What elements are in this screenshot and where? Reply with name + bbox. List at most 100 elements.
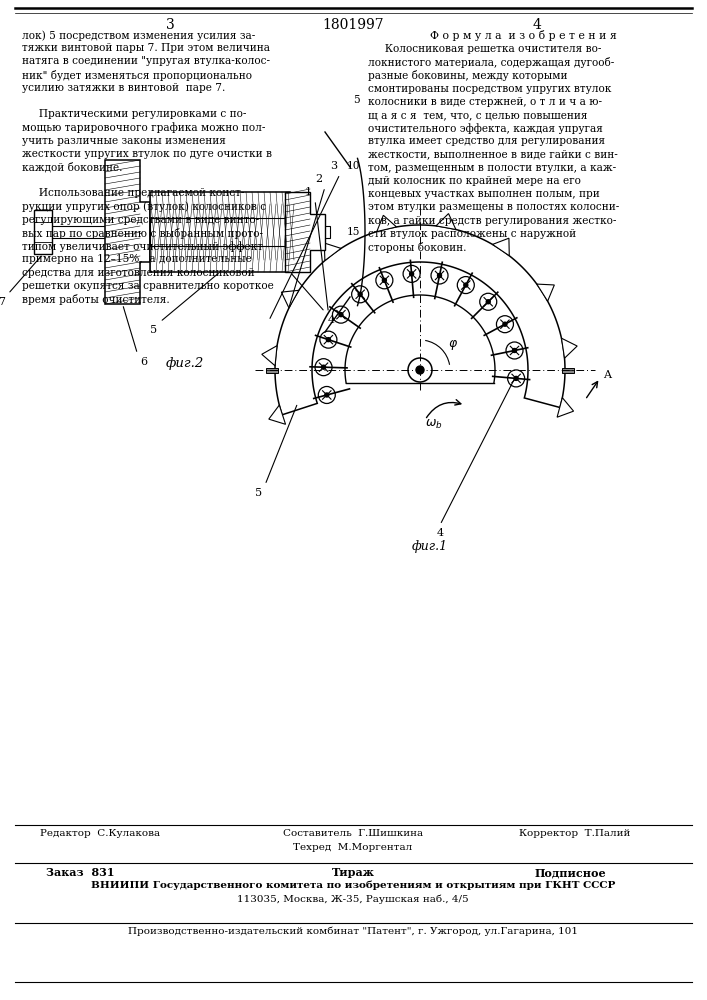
- Circle shape: [514, 376, 518, 380]
- Text: Производственно-издательский комбинат "Патент", г. Ужгород, ул.Гагарина, 101: Производственно-издательский комбинат "П…: [128, 927, 578, 936]
- Circle shape: [325, 393, 329, 397]
- Text: ВНИИПИ Государственного комитета по изобретениям и открытиям при ГКНТ СССР: ВНИИПИ Государственного комитета по изоб…: [90, 881, 615, 890]
- Text: том, размещенным в полости втулки, а каж-: том, размещенным в полости втулки, а каж…: [368, 163, 616, 173]
- Text: каждой боковине.: каждой боковине.: [22, 162, 122, 173]
- Text: лок) 5 посредством изменения усилия за-: лок) 5 посредством изменения усилия за-: [22, 30, 255, 41]
- Text: мощью тарировочного графика можно пол-: мощью тарировочного графика можно пол-: [22, 122, 265, 133]
- Text: фиг.2: фиг.2: [166, 357, 204, 370]
- Text: Заказ  831: Заказ 831: [46, 867, 115, 878]
- Text: Колосниковая решетка очистителя во-: Колосниковая решетка очистителя во-: [368, 44, 602, 54]
- Text: 1801997: 1801997: [322, 18, 384, 32]
- Text: $\omega_b$: $\omega_b$: [425, 418, 443, 431]
- Circle shape: [416, 366, 424, 374]
- Text: жесткости упругих втулок по дуге очистки в: жесткости упругих втулок по дуге очистки…: [22, 149, 272, 159]
- Text: 4: 4: [532, 18, 542, 32]
- Circle shape: [358, 292, 362, 296]
- Text: жесткости, выполненное в виде гайки с вин-: жесткости, выполненное в виде гайки с ви…: [368, 150, 618, 160]
- Text: натяга в соединении "упругая втулка-колос-: натяга в соединении "упругая втулка-коло…: [22, 56, 270, 66]
- Bar: [34, 210, 52, 254]
- Text: локнистого материала, содержащая дугооб-: локнистого материала, содержащая дугооб-: [368, 57, 614, 68]
- Circle shape: [409, 272, 414, 276]
- Polygon shape: [561, 338, 577, 358]
- Text: фиг.1: фиг.1: [412, 540, 448, 553]
- Text: 5: 5: [354, 95, 360, 105]
- Circle shape: [351, 286, 368, 303]
- Text: Техред  М.Моргентал: Техред М.Моргентал: [293, 843, 413, 852]
- Text: ков, а гайки средств регулирования жестко-: ков, а гайки средств регулирования жестк…: [368, 216, 617, 226]
- Text: $\varphi$: $\varphi$: [448, 338, 458, 352]
- Polygon shape: [105, 160, 150, 304]
- Text: 3: 3: [165, 18, 175, 32]
- Text: вых пар по сравнению с выбранным прото-: вых пар по сравнению с выбранным прото-: [22, 228, 263, 239]
- Text: 4: 4: [436, 528, 443, 538]
- Text: концевых участках выполнен полым, при: концевых участках выполнен полым, при: [368, 189, 600, 199]
- Circle shape: [318, 386, 335, 403]
- Polygon shape: [493, 238, 509, 256]
- Text: очистительного эффекта, каждая упругая: очистительного эффекта, каждая упругая: [368, 123, 603, 134]
- Text: примерно на 12–15%,  а дополнительные: примерно на 12–15%, а дополнительные: [22, 254, 252, 264]
- Text: 15: 15: [346, 227, 360, 237]
- Circle shape: [496, 316, 513, 333]
- Text: Составитель  Г.Шишкина: Составитель Г.Шишкина: [283, 829, 423, 838]
- Circle shape: [513, 348, 517, 352]
- Text: 2: 2: [315, 174, 322, 184]
- Polygon shape: [281, 290, 299, 308]
- Polygon shape: [285, 192, 325, 272]
- Text: типом увеличивает очистительный эффект: типом увеличивает очистительный эффект: [22, 241, 263, 252]
- Circle shape: [339, 313, 343, 317]
- Text: усилию затяжки в винтовой  паре 7.: усилию затяжки в винтовой паре 7.: [22, 83, 226, 93]
- Bar: [150, 218, 290, 246]
- Text: дый колосник по крайней мере на его: дый колосник по крайней мере на его: [368, 176, 581, 186]
- Text: 3: 3: [330, 161, 337, 171]
- Bar: [150, 192, 290, 272]
- Circle shape: [403, 265, 420, 282]
- Text: 6: 6: [141, 357, 148, 367]
- Text: разные боковины, между которыми: разные боковины, между которыми: [368, 70, 568, 81]
- Circle shape: [322, 365, 325, 369]
- Text: 10: 10: [346, 161, 360, 171]
- Text: 5: 5: [150, 325, 157, 335]
- Circle shape: [431, 267, 448, 284]
- Text: Практическими регулировками с по-: Практическими регулировками с по-: [22, 109, 246, 119]
- Circle shape: [408, 358, 432, 382]
- Text: 4: 4: [328, 315, 335, 325]
- Circle shape: [480, 293, 497, 310]
- Bar: [266, 367, 278, 372]
- Text: 7: 7: [0, 297, 5, 307]
- Text: Использование предлагаемой конст-: Использование предлагаемой конст-: [22, 188, 245, 198]
- Text: Редактор  С.Кулакова: Редактор С.Кулакова: [40, 829, 160, 838]
- Circle shape: [503, 322, 507, 326]
- Polygon shape: [436, 214, 456, 230]
- Text: Ф о р м у л а  и з о б р е т е н и я: Ф о р м у л а и з о б р е т е н и я: [430, 30, 617, 41]
- Text: 5: 5: [255, 488, 262, 498]
- Text: рукции упругих опор (втулок) колосников с: рукции упругих опор (втулок) колосников …: [22, 202, 266, 212]
- Circle shape: [486, 300, 490, 304]
- Text: 1: 1: [305, 187, 312, 197]
- Polygon shape: [262, 346, 277, 366]
- Circle shape: [508, 370, 525, 387]
- Text: этом втулки размещены в полостях колосни-: этом втулки размещены в полостях колосни…: [368, 202, 619, 212]
- Polygon shape: [537, 284, 554, 301]
- Text: Тираж: Тираж: [332, 867, 375, 878]
- Text: средства для изготовления колосниковой: средства для изготовления колосниковой: [22, 268, 255, 278]
- Text: решетки окупятся за сравнительно короткое: решетки окупятся за сравнительно коротко…: [22, 281, 274, 291]
- Text: регулирующими средствами в виде винто-: регулирующими средствами в виде винто-: [22, 215, 259, 225]
- Circle shape: [438, 273, 441, 277]
- Text: втулка имеет средство для регулирования: втулка имеет средство для регулирования: [368, 136, 605, 146]
- Text: тяжки винтовой пары 7. При этом величина: тяжки винтовой пары 7. При этом величина: [22, 43, 270, 53]
- Text: Подписное: Подписное: [534, 867, 606, 878]
- Text: стороны боковин.: стороны боковин.: [368, 242, 467, 253]
- Circle shape: [332, 306, 349, 323]
- Polygon shape: [557, 398, 573, 417]
- Text: сти втулок расположены с наружной: сти втулок расположены с наружной: [368, 229, 576, 239]
- Text: колосники в виде стержней, о т л и ч а ю-: колосники в виде стержней, о т л и ч а ю…: [368, 97, 602, 107]
- Text: смонтированы посредством упругих втулок: смонтированы посредством упругих втулок: [368, 84, 612, 94]
- Circle shape: [506, 342, 523, 359]
- Circle shape: [327, 338, 330, 342]
- Text: учить различные законы изменения: учить различные законы изменения: [22, 136, 226, 146]
- Text: время работы очистителя.: время работы очистителя.: [22, 294, 170, 305]
- Text: щ а я с я  тем, что, с целью повышения: щ а я с я тем, что, с целью повышения: [368, 110, 588, 120]
- Polygon shape: [377, 215, 397, 232]
- Text: Корректор  Т.Палий: Корректор Т.Палий: [520, 829, 631, 838]
- Polygon shape: [325, 243, 341, 261]
